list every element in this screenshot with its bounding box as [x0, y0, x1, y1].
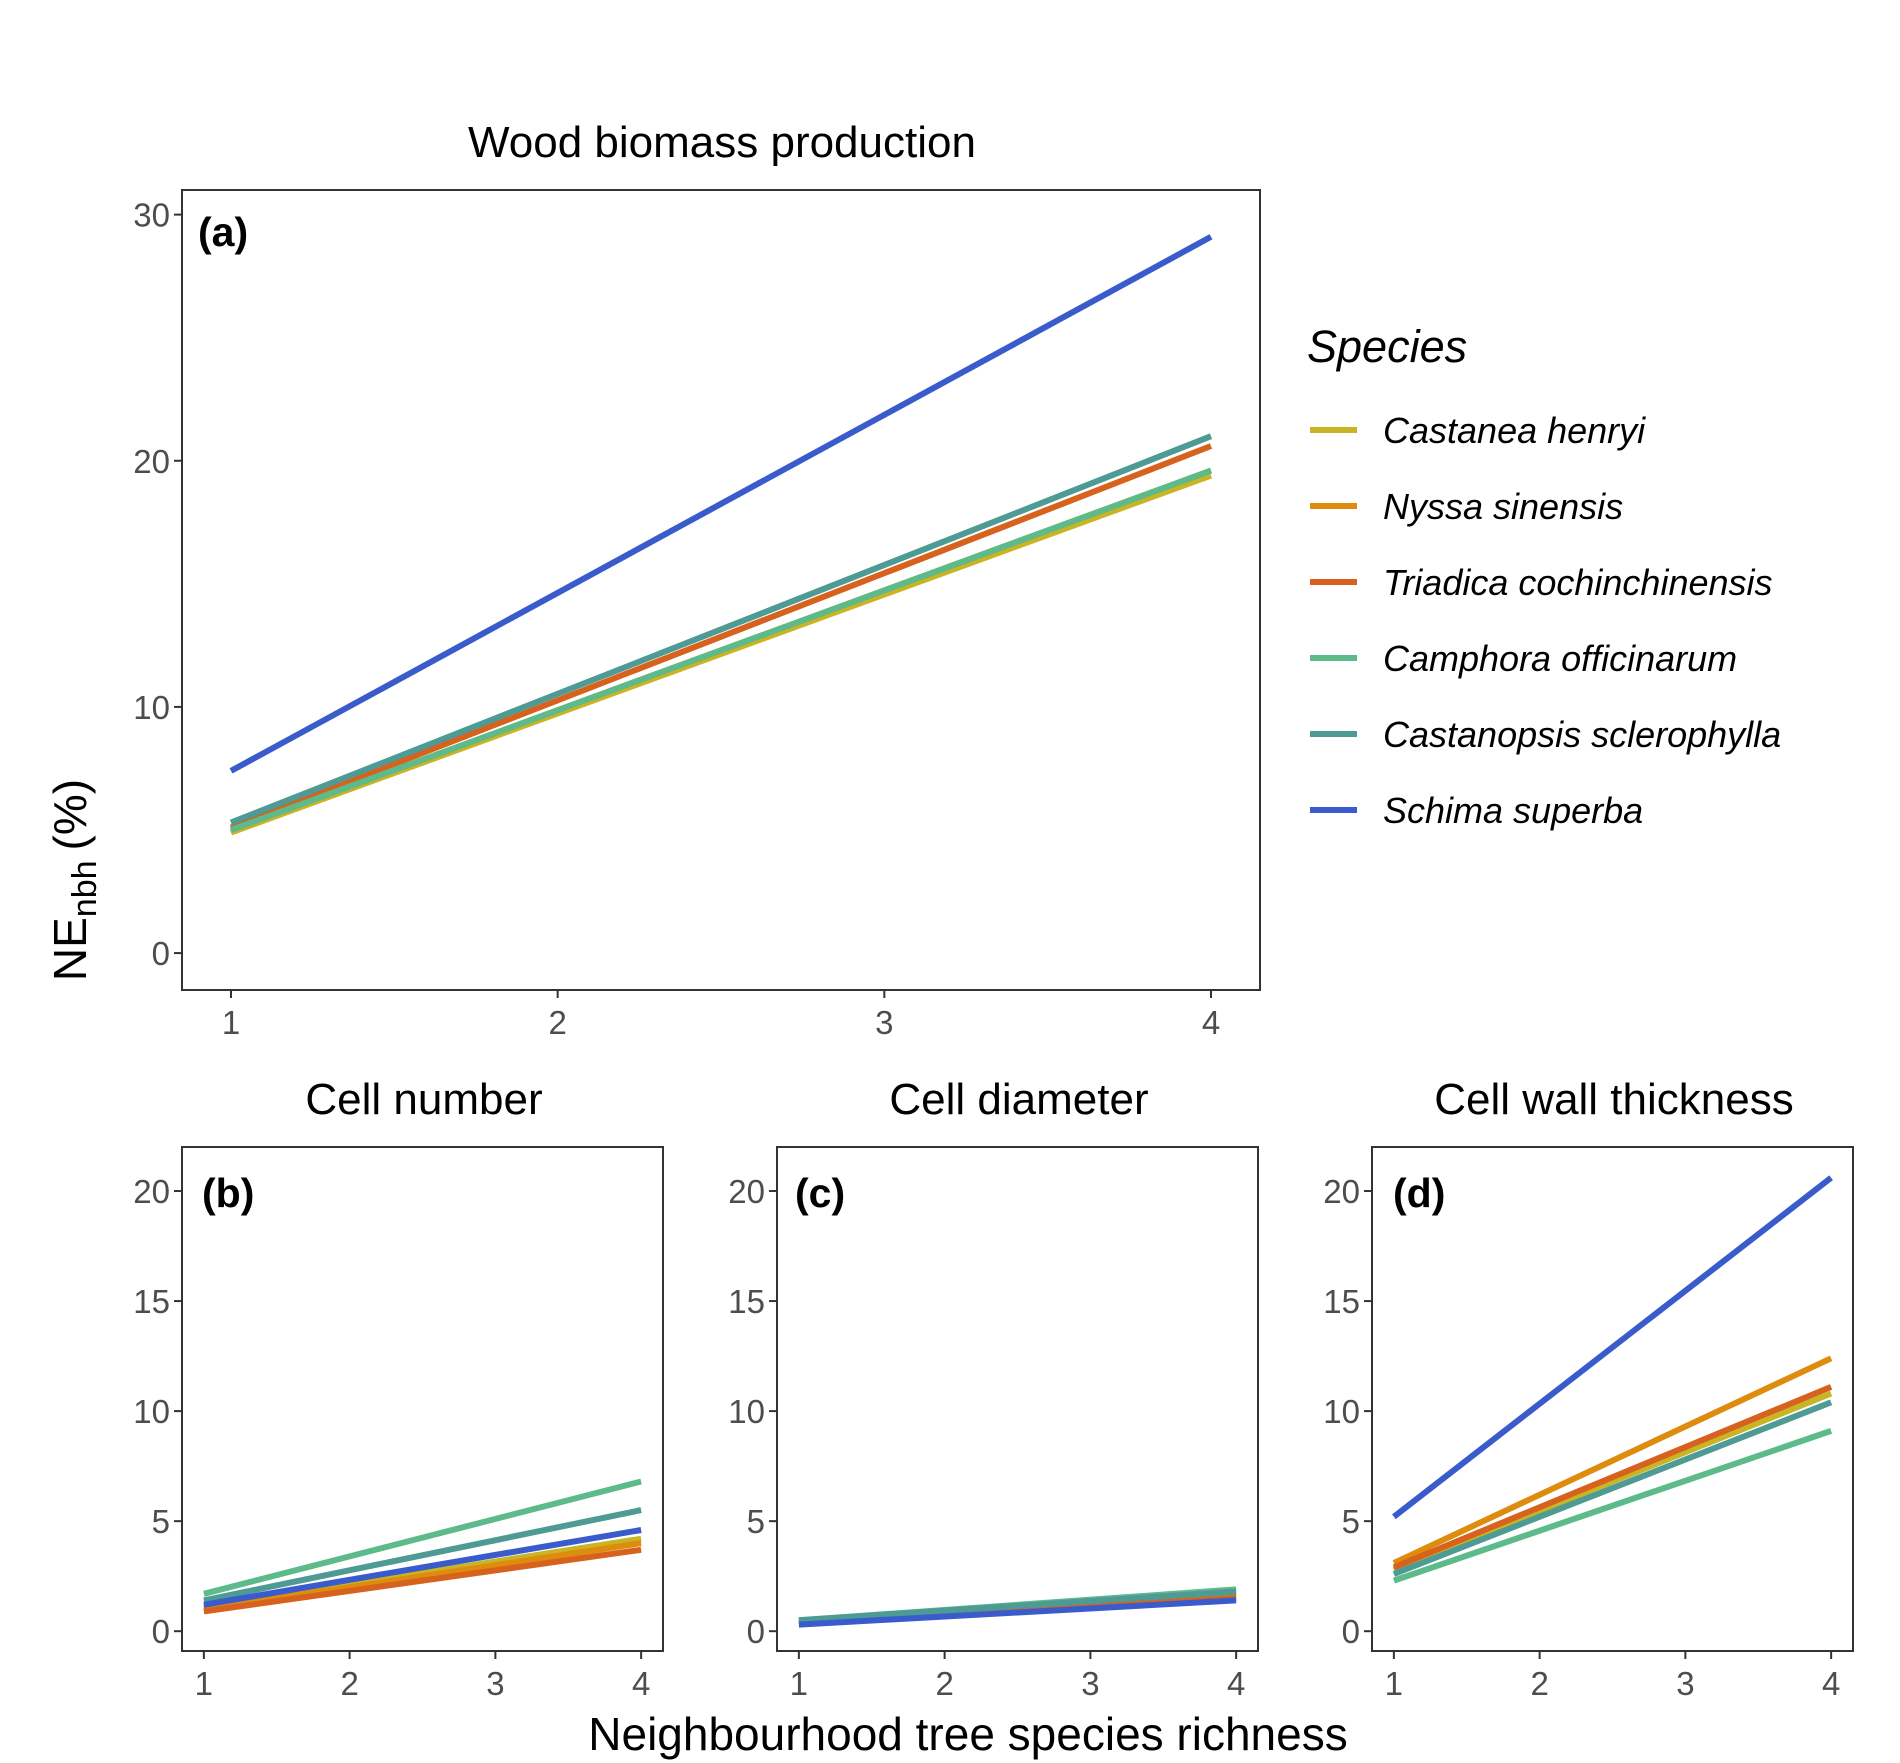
panel-c-y-tick-label: 15 [728, 1283, 765, 1320]
panel-a-x-tick-label: 1 [222, 1004, 240, 1041]
panel-a-series-camphora-officinarum [229, 467, 1213, 833]
panel-a-y-tick-label: 0 [152, 935, 170, 972]
panel-b-y-tick-label: 0 [152, 1613, 170, 1650]
legend: Species Castanea henryi Nyssa sinensis Tri… [1307, 321, 1781, 831]
panel-d-y-tick-label: 15 [1323, 1283, 1360, 1320]
panel-b-series-camphora-officinarum [203, 1478, 642, 1597]
panel-a: Wood biomass production 0 10 20 30 1 2 3 4 (a) [133, 118, 1261, 1041]
legend-label-triadica-cochinchinensis: Triadica cochinchinensis [1383, 562, 1773, 603]
panel-d-y-tick-label: 0 [1342, 1613, 1360, 1650]
legend-label-castanopsis-sclerophylla: Castanopsis sclerophylla [1383, 714, 1781, 755]
panel-a-x-tick-label: 3 [875, 1004, 893, 1041]
panel-d-y-tick-label: 10 [1323, 1393, 1360, 1430]
panel-a-y-tick-label: 20 [133, 443, 170, 480]
panel-c-y-tick-label: 0 [747, 1613, 765, 1650]
panel-c-series-schima-superba [798, 1597, 1237, 1628]
panel-d-series-nyssa-sinensis [1392, 1355, 1833, 1566]
panel-c: Cell diameter 0 5 10 15 20 1 2 3 4 (c) [728, 1075, 1259, 1702]
panel-a-series-triadica-cochinchinensis [229, 443, 1213, 831]
panel-a-tag: (a) [198, 209, 248, 255]
panel-c-y-tick-label: 5 [747, 1503, 765, 1540]
panel-a-title: Wood biomass production [468, 118, 976, 167]
panel-a-series-schima-superba [229, 234, 1213, 774]
panel-d-series-schima-superba [1392, 1175, 1833, 1520]
panel-d-series-camphora-officinarum [1392, 1428, 1833, 1584]
panel-b-y-tick-label: 10 [133, 1393, 170, 1430]
panel-d-y-tick-label: 20 [1323, 1173, 1360, 1210]
panel-b-y-tick-label: 5 [152, 1503, 170, 1540]
panel-d-frame [1371, 1146, 1854, 1652]
panel-a-plot: 0 10 20 30 1 2 3 4 [133, 189, 1261, 1041]
panel-c-frame [776, 1146, 1259, 1652]
panel-b-y-tick-label: 15 [133, 1283, 170, 1320]
panel-d-tag: (d) [1393, 1170, 1445, 1216]
panel-d-series-triadica-cochinchinensis [1392, 1384, 1833, 1571]
panel-d-y-tick-label: 5 [1342, 1503, 1360, 1540]
panel-c-x-tick-label: 4 [1227, 1665, 1245, 1702]
panel-d: Cell wall thickness 0 5 10 15 20 1 2 3 4 (d) [1323, 1075, 1854, 1702]
panel-c-x-tick-label: 1 [790, 1665, 808, 1702]
panel-d-plot: 0 5 10 15 20 1 2 3 4 [1323, 1146, 1854, 1702]
panel-a-frame [181, 189, 1261, 991]
panel-b-frame [181, 1146, 664, 1652]
panel-d-x-tick-label: 2 [1530, 1665, 1548, 1702]
panel-c-y-tick-label: 10 [728, 1393, 765, 1430]
panel-b-x-tick-label: 3 [486, 1665, 504, 1702]
panel-c-x-tick-label: 2 [935, 1665, 953, 1702]
panel-b-x-tick-label: 1 [195, 1665, 213, 1702]
panel-d-title: Cell wall thickness [1434, 1075, 1793, 1124]
panel-b: Cell number 0 5 10 15 20 1 2 3 4 (b) [133, 1075, 664, 1702]
panel-a-x-tick-label: 4 [1202, 1004, 1220, 1041]
panel-d-series-castanopsis-sclerophylla [1392, 1399, 1833, 1577]
legend-label-camphora-officinarum: Camphora officinarum [1383, 638, 1737, 679]
panel-c-y-tick-label: 20 [728, 1173, 765, 1210]
panel-c-tag: (c) [795, 1170, 845, 1216]
x-axis-title: Neighbourhood tree species richness [588, 1708, 1347, 1760]
panel-b-series-triadica-cochinchinensis [203, 1546, 642, 1615]
panel-c-series-castanopsis-sclerophylla [798, 1588, 1237, 1624]
panel-d-x-tick-label: 3 [1676, 1665, 1694, 1702]
panel-d-x-tick-label: 4 [1822, 1665, 1840, 1702]
legend-label-castanea-henryi: Castanea henryi [1383, 410, 1646, 451]
legend-title: Species [1307, 321, 1467, 372]
panel-a-x-tick-label: 2 [548, 1004, 566, 1041]
panel-b-plot: 0 5 10 15 20 1 2 3 4 [133, 1146, 664, 1702]
y-axis-title-unit: (%) [44, 779, 96, 851]
panel-b-y-tick-label: 20 [133, 1173, 170, 1210]
panel-b-title: Cell number [305, 1075, 542, 1124]
panel-a-y-tick-label: 10 [133, 689, 170, 726]
y-axis-title-subscript: nbh [66, 860, 104, 917]
legend-label-schima-superba: Schima superba [1383, 790, 1643, 831]
panel-c-x-tick-label: 3 [1081, 1665, 1099, 1702]
panel-b-series-castanopsis-sclerophylla [203, 1507, 642, 1604]
panel-b-x-tick-label: 2 [340, 1665, 358, 1702]
panel-c-title: Cell diameter [889, 1075, 1148, 1124]
panel-c-plot: 0 5 10 15 20 1 2 3 4 [728, 1146, 1259, 1702]
y-axis-title: NEnbh (%) [44, 779, 104, 981]
panel-b-series-schima-superba [203, 1527, 642, 1608]
panel-a-y-tick-label: 30 [133, 197, 170, 234]
panel-b-tag: (b) [202, 1170, 254, 1216]
panel-a-series-castanopsis-sclerophylla [229, 433, 1213, 826]
panel-d-x-tick-label: 1 [1385, 1665, 1403, 1702]
legend-label-nyssa-sinensis: Nyssa sinensis [1383, 486, 1623, 527]
panel-b-x-tick-label: 4 [632, 1665, 650, 1702]
y-axis-title-main: NE [44, 917, 96, 981]
